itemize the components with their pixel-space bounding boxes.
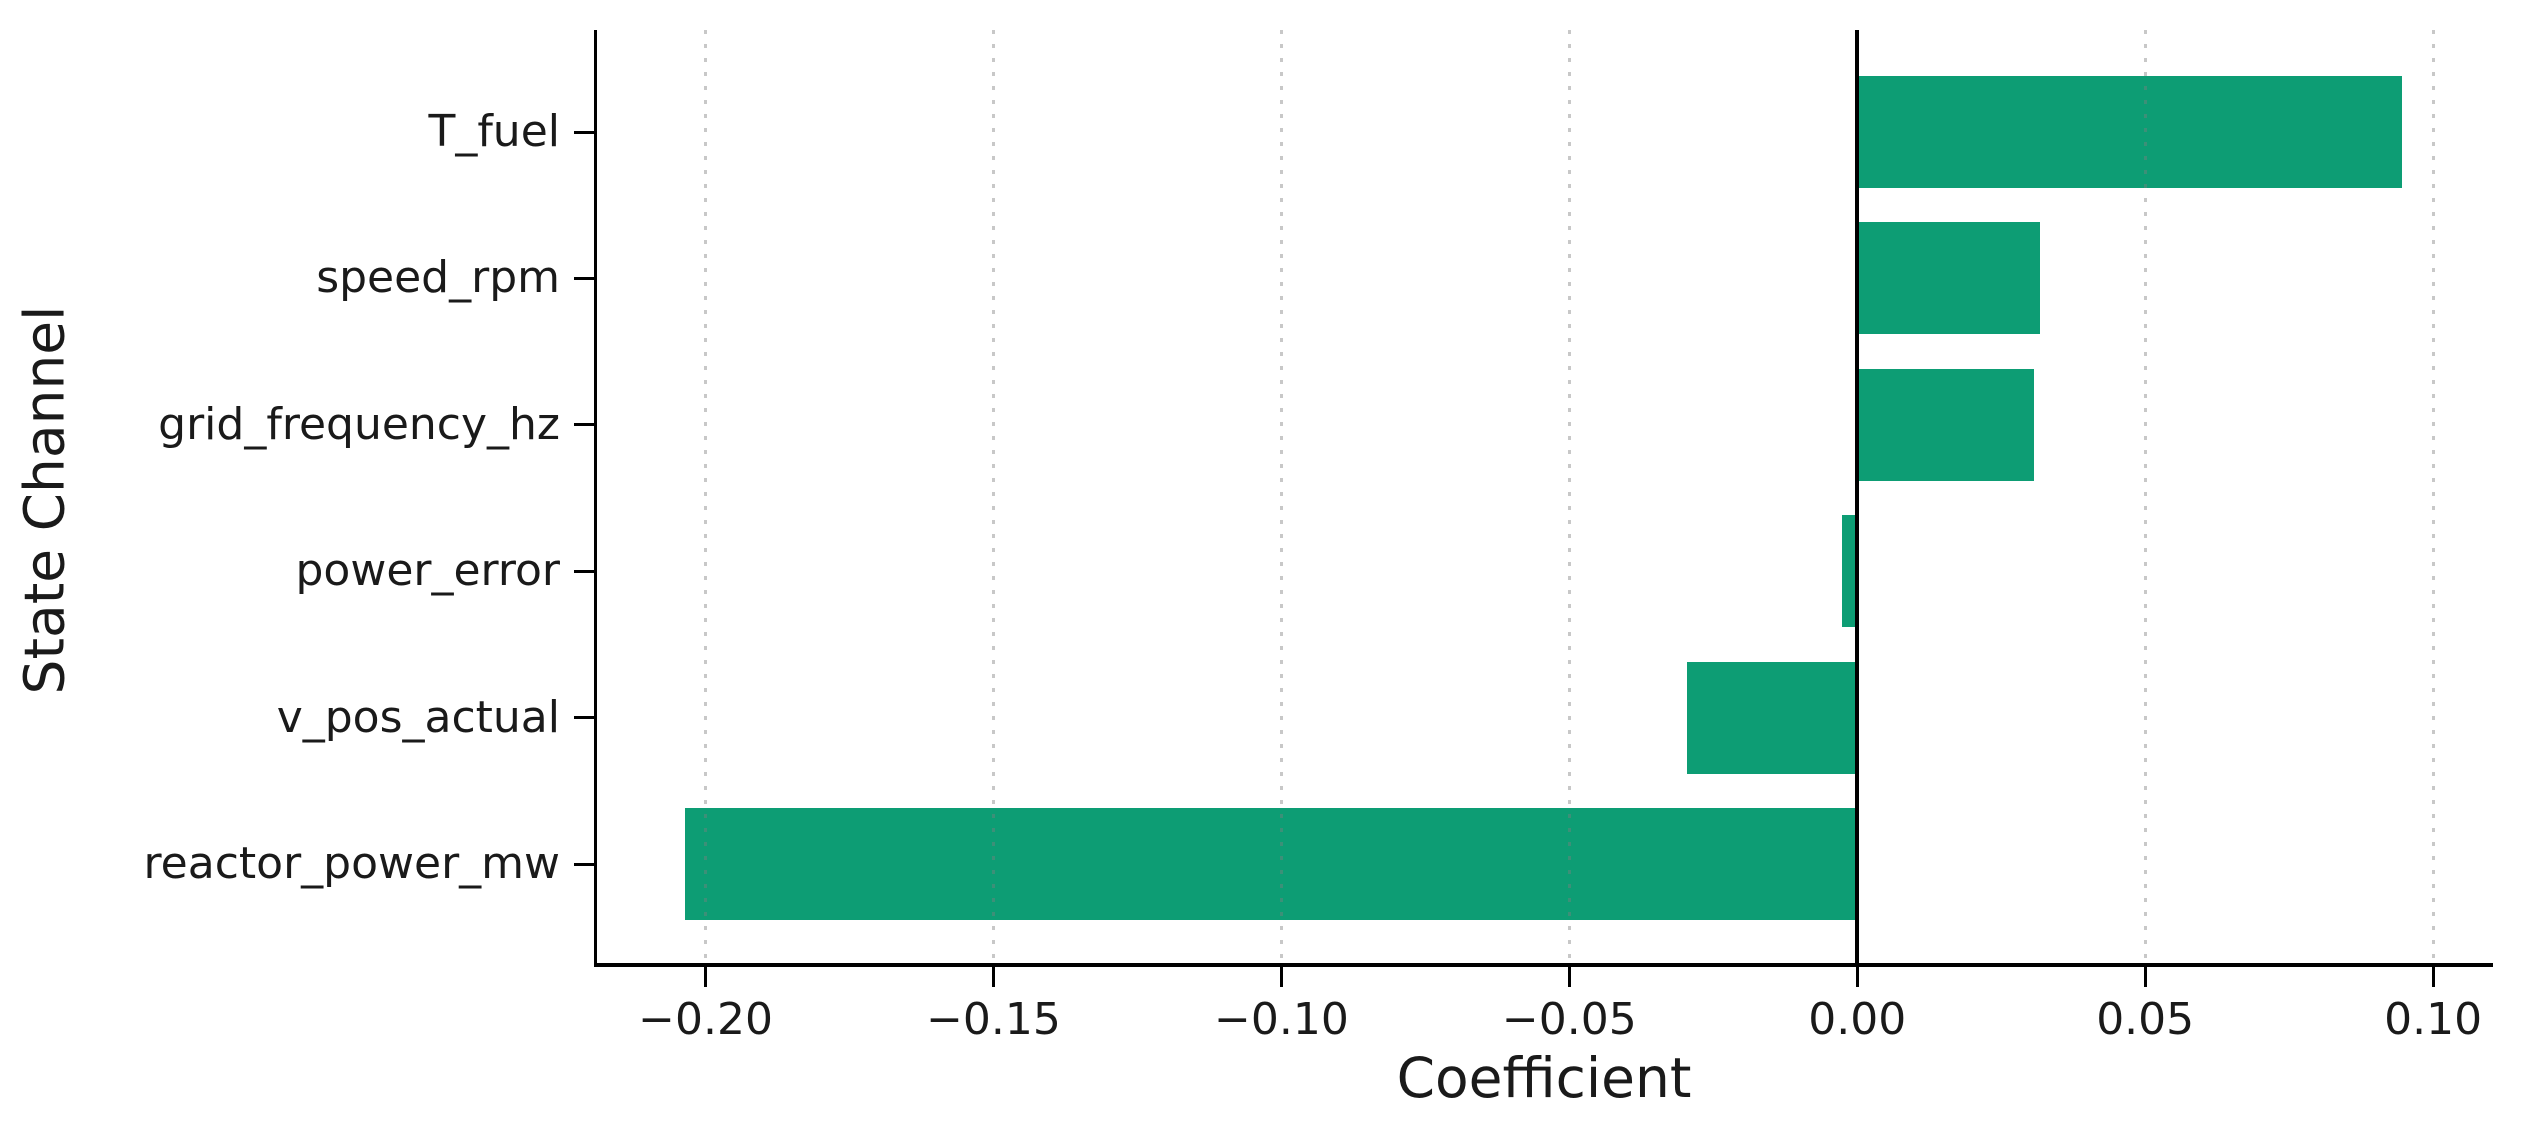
- zero-line: [1855, 30, 1860, 963]
- gridline-x--0.05: [1567, 30, 1571, 963]
- bar-reactor-power-mw: [682, 806, 1858, 922]
- x-axis-title: Coefficient: [1396, 1046, 1692, 1110]
- x-tick-mark-0.1: [2431, 967, 2435, 987]
- x-tick-label--0.1: −0.10: [1213, 994, 1349, 1045]
- y-axis-title-text: State Channel: [12, 305, 76, 695]
- y-tick-mark-v-pos-actual: [573, 716, 594, 720]
- x-tick-label--0.15: −0.15: [926, 994, 1061, 1045]
- bar-v-pos-actual: [1684, 659, 1858, 776]
- x-tick-mark--0.15: [991, 967, 995, 987]
- x-tick-mark--0.05: [1567, 967, 1571, 987]
- x-tick-label-0: 0.00: [1808, 994, 1907, 1045]
- bar-grid-frequency-hz: [1857, 366, 2036, 483]
- x-tick-mark--0.1: [1279, 967, 1283, 987]
- y-tick-mark-reactor-power-mw: [573, 862, 594, 866]
- bar-T-fuel: [1857, 74, 2405, 190]
- y-tick-mark-grid-frequency-hz: [573, 423, 594, 427]
- gridline-x--0.1: [1279, 30, 1283, 963]
- y-tick-mark-T-fuel: [573, 130, 594, 134]
- x-tick-mark--0.2: [704, 967, 708, 987]
- y-tick-label-speed-rpm: speed_rpm: [316, 252, 560, 304]
- y-tick-label-grid-frequency-hz: grid_frequency_hz: [158, 398, 560, 450]
- x-tick-label-0.05: 0.05: [2096, 994, 2195, 1045]
- y-tick-label-v-pos-actual: v_pos_actual: [276, 691, 560, 743]
- x-tick-label-0.1: 0.10: [2384, 994, 2483, 1045]
- x-tick-label--0.2: −0.20: [638, 994, 773, 1045]
- x-axis-line: [593, 963, 2493, 967]
- y-tick-label-power-error: power_error: [295, 545, 560, 597]
- x-tick-mark-0.05: [2143, 967, 2147, 987]
- x-tick-mark-0: [1855, 967, 1859, 987]
- x-tick-label--0.05: −0.05: [1501, 994, 1637, 1045]
- gridline-x--0.15: [991, 30, 995, 963]
- bar-speed-rpm: [1857, 220, 2042, 337]
- gridline-x-0.1: [2431, 30, 2435, 963]
- y-tick-mark-power-error: [573, 569, 594, 573]
- gridline-x--0.2: [704, 30, 708, 963]
- y-axis-line: [593, 30, 597, 965]
- y-tick-mark-speed-rpm: [573, 276, 594, 280]
- y-tick-label-T-fuel: T_fuel: [428, 106, 560, 157]
- gridline-x-0.05: [2143, 30, 2147, 963]
- y-tick-label-reactor-power-mw: reactor_power_mw: [143, 838, 560, 889]
